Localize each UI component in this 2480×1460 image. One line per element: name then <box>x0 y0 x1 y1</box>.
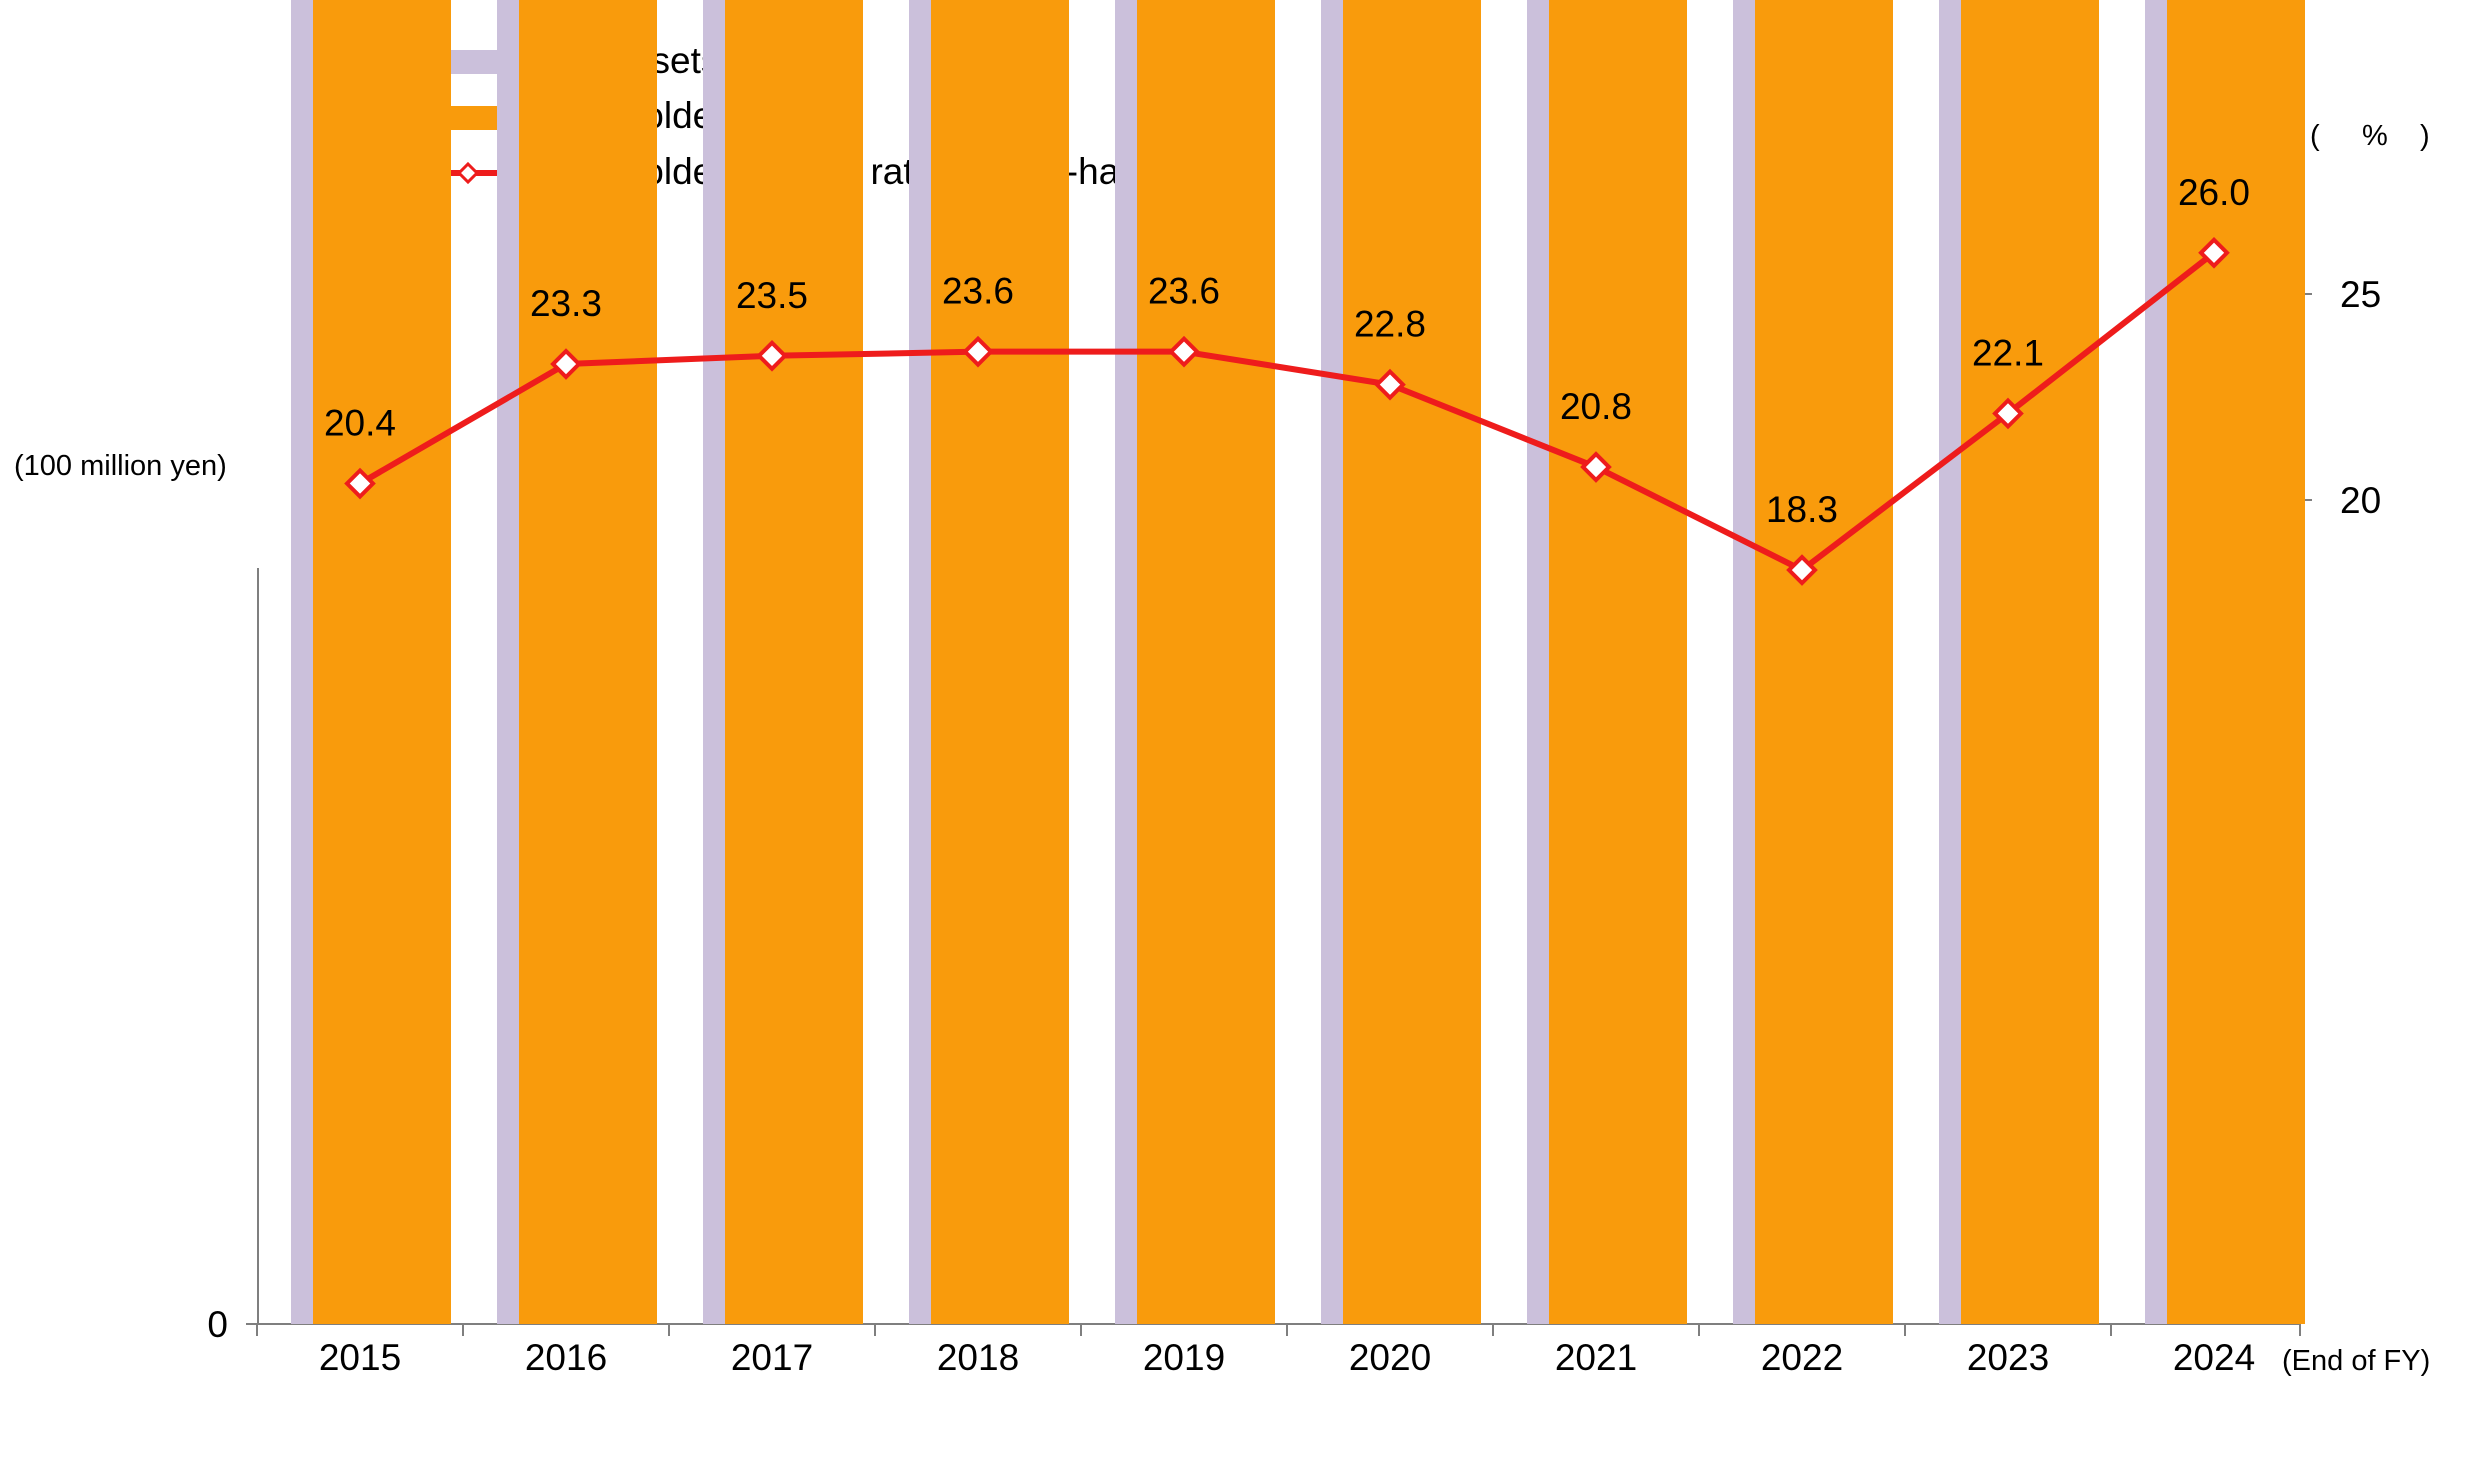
shareholders-equity-bar <box>1549 0 1687 1324</box>
x-axis-tick-label: 2016 <box>525 1337 607 1378</box>
equity-ratio-point <box>1168 335 1200 368</box>
shareholders-equity-bars: 2,8593,0363,1223,1923,2453,2563,1282,957… <box>313 0 2305 1324</box>
shareholders-equity-bar <box>2167 0 2305 1324</box>
shareholders-equity-bar <box>725 0 863 1324</box>
x-axis-tick-label: 2017 <box>731 1337 813 1378</box>
equity-ratio-data-label: 23.6 <box>1148 271 1220 312</box>
equity-ratio-point <box>962 335 994 368</box>
equity-ratio-point <box>344 467 376 500</box>
equity-ratio-data-label: 22.8 <box>1354 304 1426 345</box>
right-axis-unit-open: ( <box>2310 120 2320 152</box>
x-axis: 2015 2016 2017 2018 2019 2020 2021 2022 2023 2024… <box>256 1323 2430 1378</box>
right-axis-tick-label: 20 <box>2340 480 2381 521</box>
equity-ratio-data-label: 18.3 <box>1766 489 1838 530</box>
x-axis-unit-label: (End of FY) <box>2282 1345 2430 1377</box>
equity-ratio-series-line <box>358 250 2216 574</box>
shareholders-equity-bar <box>931 0 1069 1324</box>
left-axis-tick-label: 0 <box>207 1304 228 1345</box>
right-axis-tick-label: 25 <box>2340 274 2381 315</box>
legend-swatch-equity-ratio-marker <box>456 161 480 185</box>
x-axis-tick-label: 2019 <box>1143 1337 1225 1378</box>
equity-ratio-point <box>2198 236 2230 269</box>
shareholders-equity-bar <box>519 0 657 1324</box>
x-axis-tick-label: 2020 <box>1349 1337 1431 1378</box>
equity-ratio-data-label: 23.6 <box>942 271 1014 312</box>
equity-ratio-point <box>756 339 788 372</box>
equity-ratio-line: 20.4 23.3 23.5 23.6 23.6 22.8 20.8 18.3 22.1 26.0 <box>324 172 2250 586</box>
equity-ratio-data-label: 23.5 <box>736 275 808 316</box>
equity-ratio-data-label: 22.1 <box>1972 332 2044 373</box>
left-axis: 04,0008,00012,00016,000(100 million yen) <box>14 450 259 1345</box>
x-axis-tick-label: 2021 <box>1555 1337 1637 1378</box>
shareholders-equity-bar <box>1961 0 2099 1324</box>
x-axis-tick-label: 2024 <box>2173 1337 2255 1378</box>
right-axis-unit-label: % <box>2362 120 2388 152</box>
equity-ratio-data-label: 20.4 <box>324 403 396 444</box>
equity-ratio-point <box>550 348 582 380</box>
equity-ratio-point <box>1580 451 1612 483</box>
shareholders-equity-bar <box>313 0 451 1324</box>
equity-ratio-data-label: 26.0 <box>2178 172 2250 213</box>
shareholders-equity-bar <box>1343 0 1481 1324</box>
shareholders-equity-bar <box>1137 0 1275 1324</box>
right-axis-unit-close: ) <box>2420 120 2430 152</box>
equity-ratio-point <box>1992 397 2024 430</box>
x-axis-tick-label: 2022 <box>1761 1337 1843 1378</box>
equity-ratio-point <box>1786 554 1818 586</box>
equity-ratio-point <box>1374 368 1406 401</box>
x-axis-tick-label: 2015 <box>319 1337 401 1378</box>
equity-ratio-data-label: 20.8 <box>1560 386 1632 427</box>
shareholders-equity-bar <box>1755 0 1893 1324</box>
right-axis: 20 25 (%) <box>2299 120 2430 692</box>
x-axis-tick-label: 2023 <box>1967 1337 2049 1378</box>
x-axis-tick-label: 2018 <box>937 1337 1019 1378</box>
left-axis-unit-label: (100 million yen) <box>14 450 227 482</box>
equity-ratio-data-label: 23.3 <box>530 283 602 324</box>
